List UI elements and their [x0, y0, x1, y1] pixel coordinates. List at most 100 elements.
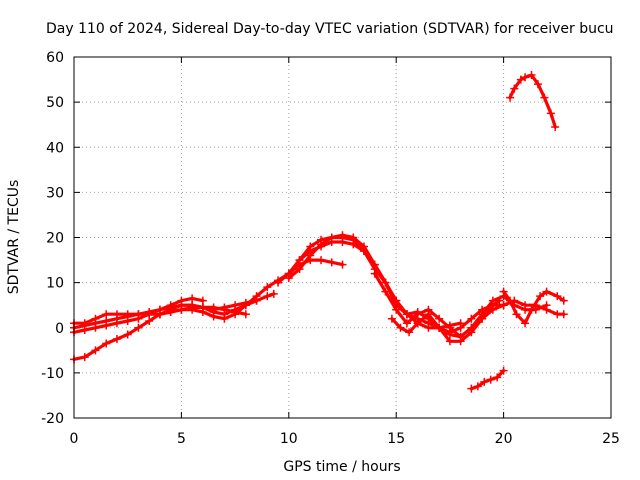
series-arc-8 — [284, 256, 347, 278]
series-arc-13 — [506, 71, 560, 131]
chart-title: Day 110 of 2024, Sidereal Day-to-day VTE… — [46, 21, 614, 37]
data-point — [80, 353, 89, 362]
data-point — [392, 305, 401, 314]
data-point — [198, 307, 207, 316]
x-tick-label: 20 — [495, 431, 513, 447]
data-point — [295, 260, 304, 269]
data-point — [413, 310, 422, 319]
data-point — [145, 310, 154, 319]
data-point — [478, 314, 487, 323]
x-axis-label: GPS time / hours — [283, 459, 400, 475]
data-point — [91, 314, 100, 323]
data-point — [102, 310, 111, 319]
data-point — [338, 238, 347, 247]
data-point — [445, 337, 454, 346]
data-point — [521, 319, 530, 328]
data-point — [387, 314, 396, 323]
data-point — [80, 319, 89, 328]
data-point — [284, 269, 293, 278]
data-point — [112, 335, 121, 344]
data-point — [542, 287, 551, 296]
x-tick-label: 25 — [602, 431, 620, 447]
data-point — [396, 323, 405, 332]
data-point — [209, 303, 218, 312]
data-point — [349, 240, 358, 249]
series-layer — [70, 71, 568, 393]
data-point — [516, 75, 525, 84]
data-point — [542, 301, 551, 310]
data-point — [263, 292, 272, 301]
series-arc-6 — [274, 238, 508, 337]
data-point — [263, 283, 272, 292]
data-point — [370, 269, 379, 278]
data-point — [499, 366, 508, 375]
data-point — [435, 323, 444, 332]
data-point — [231, 310, 240, 319]
y-tick-label: -20 — [41, 411, 64, 427]
data-point — [381, 287, 390, 296]
data-point — [198, 296, 207, 305]
data-point — [480, 377, 489, 386]
y-axis-label: SDTVAR / TECUs — [6, 180, 22, 295]
data-point — [510, 84, 519, 93]
series-line — [508, 73, 557, 129]
data-point — [413, 319, 422, 328]
data-point — [166, 307, 175, 316]
data-point — [536, 292, 545, 301]
data-point — [102, 316, 111, 325]
x-tick-label: 0 — [70, 431, 79, 447]
data-point — [551, 122, 560, 131]
data-point — [424, 310, 433, 319]
data-point — [145, 316, 154, 325]
data-point — [155, 310, 164, 319]
data-point — [559, 296, 568, 305]
data-point — [402, 310, 411, 319]
data-point — [112, 310, 121, 319]
series-arc-12 — [467, 366, 508, 393]
y-tick-label: -10 — [41, 366, 64, 382]
data-point — [445, 323, 454, 332]
data-point — [540, 93, 549, 102]
data-point — [381, 278, 390, 287]
y-tick-label: 0 — [55, 321, 64, 337]
data-point — [317, 240, 326, 249]
data-point — [499, 287, 508, 296]
x-tick-label: 10 — [280, 431, 298, 447]
data-point — [123, 330, 132, 339]
data-point — [188, 294, 197, 303]
data-point — [553, 292, 562, 301]
data-point — [241, 301, 250, 310]
data-point — [102, 339, 111, 348]
series-arc-11 — [499, 287, 568, 328]
data-point — [456, 323, 465, 332]
y-tick-label: 30 — [46, 185, 64, 201]
data-point — [241, 310, 250, 319]
data-point — [486, 375, 495, 384]
data-point — [338, 260, 347, 269]
y-tick-label: 50 — [46, 95, 64, 111]
series-arc-10 — [387, 296, 504, 346]
data-point — [499, 301, 508, 310]
y-tick-label: 60 — [46, 50, 64, 66]
data-point — [467, 328, 476, 337]
y-tick-label: 40 — [46, 140, 64, 156]
data-point — [493, 373, 502, 382]
data-point — [220, 305, 229, 314]
data-point — [220, 314, 229, 323]
series-arc-9 — [370, 269, 551, 341]
data-point — [527, 305, 536, 314]
data-point — [252, 292, 261, 301]
data-point — [231, 301, 240, 310]
data-point — [506, 93, 515, 102]
data-point — [306, 256, 315, 265]
data-point — [327, 233, 336, 242]
data-point — [521, 73, 530, 82]
data-point — [467, 384, 476, 393]
data-point — [445, 330, 454, 339]
data-point — [435, 314, 444, 323]
data-point — [467, 314, 476, 323]
data-point — [91, 346, 100, 355]
data-point — [134, 310, 143, 319]
data-point — [177, 305, 186, 314]
